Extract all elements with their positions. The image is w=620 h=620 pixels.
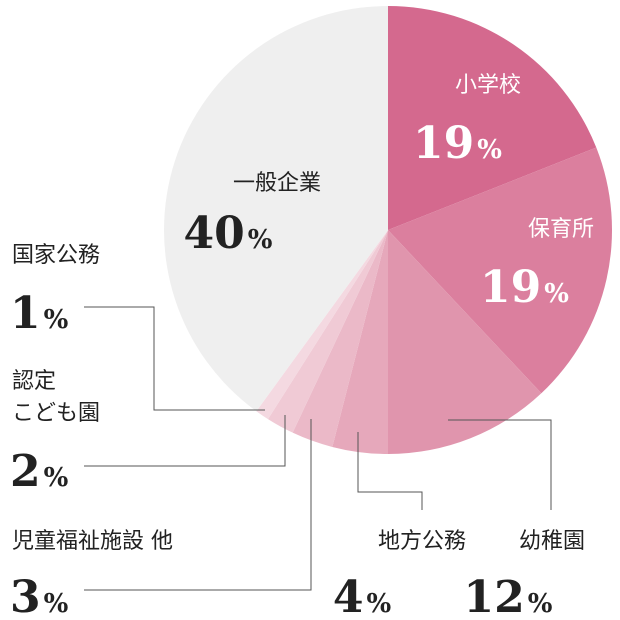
- leader-line: [448, 419, 552, 510]
- slice-label: 幼稚園: [519, 529, 585, 554]
- pie-slices: [164, 5, 613, 454]
- leader-lines: [84, 306, 552, 591]
- slice-labels: 小学校 19 % 保育所 19 % 幼稚園 12 % 地方公務 4 % 児童福祉施設 他 3 % 認定こども園…: [10, 73, 594, 620]
- pie-slice: [332, 230, 388, 454]
- slice-label: 一般企業: [233, 171, 321, 196]
- pie-slice: [388, 230, 542, 454]
- pie-slice: [164, 6, 388, 412]
- slice-label: 認定こども園: [12, 369, 100, 426]
- slice-label: 国家公務: [12, 243, 100, 268]
- value-label: 19%: [413, 118, 502, 169]
- leader-line: [84, 415, 286, 467]
- leader-line: [357, 432, 423, 510]
- value-label: 2%: [10, 446, 69, 497]
- value-label: 1%: [10, 288, 69, 339]
- pie-slice: [267, 230, 388, 433]
- slice-label: 児童福祉施設 他: [12, 529, 173, 554]
- value-label: 3%: [10, 572, 69, 620]
- value-label: 12%: [464, 572, 553, 620]
- pie-slice: [292, 230, 388, 447]
- slice-label: 小学校: [455, 73, 521, 98]
- value-label: 40%: [184, 208, 273, 259]
- value-label: 19%: [480, 262, 569, 313]
- leader-line: [84, 306, 265, 411]
- leader-line: [84, 419, 312, 591]
- slice-label: 地方公務: [378, 529, 466, 554]
- pie-slice: [388, 147, 613, 394]
- slice-label: 保育所: [528, 217, 594, 242]
- pie-slice: [388, 5, 597, 230]
- value-label: 4%: [333, 572, 392, 620]
- pie-slice: [256, 230, 388, 420]
